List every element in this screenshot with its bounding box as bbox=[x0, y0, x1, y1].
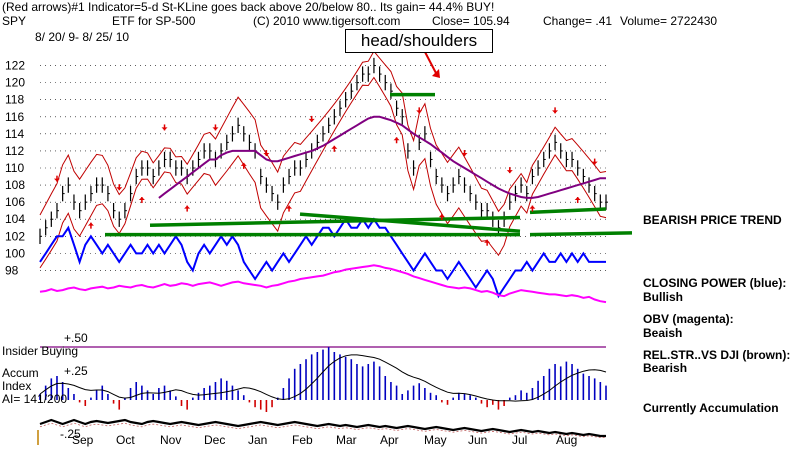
upper-band-line bbox=[39, 50, 607, 216]
support-line bbox=[299, 212, 521, 233]
y-tick-label: 114 bbox=[5, 127, 24, 141]
accum-ma-line bbox=[39, 354, 607, 402]
month-label: Feb bbox=[292, 433, 313, 447]
y-tick-label: 110 bbox=[5, 161, 24, 175]
signal-arrowhead bbox=[263, 153, 270, 157]
plus50-label: +.50 bbox=[64, 331, 88, 345]
y-tick-label: 98 bbox=[5, 263, 19, 277]
closing-power-value: Bullish bbox=[643, 290, 684, 304]
y-tick-label: 102 bbox=[5, 229, 25, 243]
signal-arrowhead bbox=[506, 170, 513, 174]
signal-arrowhead bbox=[461, 153, 468, 157]
month-label: Jun bbox=[468, 433, 487, 447]
obv-line bbox=[39, 264, 607, 304]
month-label: Dec bbox=[204, 433, 225, 447]
symbol-description: ETF for SP-500 bbox=[112, 14, 196, 28]
head-shoulders-label: head/shoulders bbox=[345, 29, 493, 53]
signal-arrowhead bbox=[87, 222, 94, 226]
y-tick-label: 118 bbox=[5, 93, 24, 107]
y-tick-label: 108 bbox=[5, 178, 25, 192]
closing-power-line bbox=[39, 217, 606, 299]
obv-label: OBV (magenta): bbox=[643, 312, 734, 326]
head-arrowhead bbox=[432, 69, 440, 78]
obv-value: Beaish bbox=[643, 326, 683, 340]
closing-power-label: CLOSING POWER (blue): bbox=[643, 276, 787, 290]
accum-state: Currently Accumulation bbox=[643, 401, 779, 415]
moving-average-line bbox=[158, 115, 606, 199]
y-tick-label: 104 bbox=[5, 212, 25, 226]
signal-arrowhead bbox=[184, 205, 191, 209]
month-label: Aug bbox=[556, 433, 577, 447]
signal-arrowhead bbox=[212, 127, 219, 131]
month-label: May bbox=[424, 433, 447, 447]
support-line bbox=[529, 207, 607, 215]
signal-arrowhead bbox=[529, 205, 536, 209]
signal-arrowhead bbox=[53, 178, 60, 182]
date-range: 8/ 20/ 9- 8/ 25/ 10 bbox=[35, 30, 130, 44]
signal-arrowhead bbox=[308, 118, 315, 122]
support-line bbox=[529, 231, 633, 237]
volume-value: Volume= 2722430 bbox=[620, 14, 718, 28]
signal-arrowhead bbox=[393, 137, 400, 141]
signal-arrowhead bbox=[331, 145, 338, 149]
signal-arrowhead bbox=[438, 214, 445, 218]
relstr-value: Bearish bbox=[643, 361, 688, 375]
head-arrow bbox=[424, 51, 438, 76]
relstr-line bbox=[39, 418, 606, 438]
indicator-headline: (Red arrows)#1 Indicator=5-d St-KLine go… bbox=[2, 0, 495, 14]
month-label: Oct bbox=[116, 433, 135, 447]
signal-arrowhead bbox=[240, 162, 247, 166]
y-tick-label: 112 bbox=[5, 144, 24, 158]
y-tick-label: 106 bbox=[5, 195, 25, 209]
signal-arrowhead bbox=[138, 197, 145, 201]
month-label: Sep bbox=[72, 433, 94, 447]
insider-label: Insider Buying bbox=[2, 344, 79, 358]
index-label: Index bbox=[2, 379, 32, 393]
close-value: Close= 105.94 bbox=[432, 14, 510, 28]
month-label: Nov bbox=[160, 433, 181, 447]
month-label: Mar bbox=[336, 433, 357, 447]
month-label: Jul bbox=[512, 433, 527, 447]
signal-arrowhead bbox=[484, 239, 491, 243]
accum-label: Accum bbox=[2, 366, 39, 380]
minus25-label: -.25 bbox=[60, 427, 81, 441]
relstr-label: REL.STR..VS DJI (brown): bbox=[643, 348, 791, 362]
signal-arrowhead bbox=[552, 110, 559, 114]
ai-label: AI= 141/200 bbox=[2, 392, 68, 406]
signal-arrowhead bbox=[591, 161, 598, 165]
signal-arrowhead bbox=[416, 110, 423, 114]
copyright: (C) 2010 www.tigersoft.com bbox=[253, 14, 401, 28]
trend-label: BEARISH PRICE TREND bbox=[643, 213, 782, 227]
signal-arrowhead bbox=[574, 197, 581, 201]
change-value: Change= .41 bbox=[543, 14, 613, 28]
y-tick-label: 122 bbox=[5, 59, 25, 73]
symbol-label: SPY bbox=[2, 14, 27, 28]
support-line bbox=[149, 215, 521, 227]
lower-band-line bbox=[39, 76, 607, 269]
month-label: Jan bbox=[248, 433, 267, 447]
y-tick-label: 116 bbox=[5, 110, 24, 124]
y-tick-label: 120 bbox=[5, 76, 25, 90]
relstr-ma-line bbox=[39, 422, 606, 439]
plus25-label: +.25 bbox=[64, 364, 88, 378]
signal-arrowhead bbox=[116, 187, 123, 191]
signal-arrowhead bbox=[161, 127, 168, 131]
y-tick-label: 100 bbox=[5, 246, 25, 260]
month-label: Apr bbox=[380, 433, 399, 447]
signal-arrowhead bbox=[286, 205, 293, 209]
